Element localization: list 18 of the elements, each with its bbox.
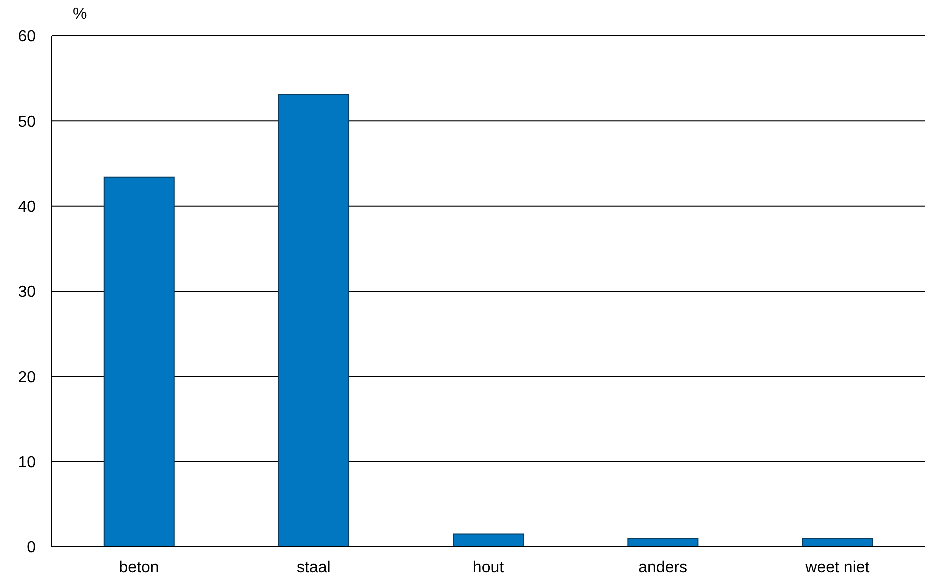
x-tick-label: beton <box>119 559 160 576</box>
y-tick-label: 60 <box>18 28 36 46</box>
bar <box>453 534 524 547</box>
x-tick-label: hout <box>472 559 505 576</box>
bar <box>628 538 699 547</box>
bar <box>104 176 175 547</box>
x-tick-label: weet niet <box>804 559 870 576</box>
y-tick-label: 30 <box>18 284 36 302</box>
y-tick-label: 20 <box>18 369 36 386</box>
y-axis-title: % <box>73 5 88 25</box>
bar <box>278 94 350 547</box>
y-tick-label: 40 <box>18 199 36 216</box>
y-tick-label: 0 <box>27 540 36 557</box>
bar <box>802 538 874 547</box>
x-tick-label: staal <box>297 559 331 576</box>
y-tick-label: 50 <box>18 114 36 131</box>
y-tick-label: 10 <box>18 454 36 472</box>
x-tick-label: anders <box>638 559 688 576</box>
